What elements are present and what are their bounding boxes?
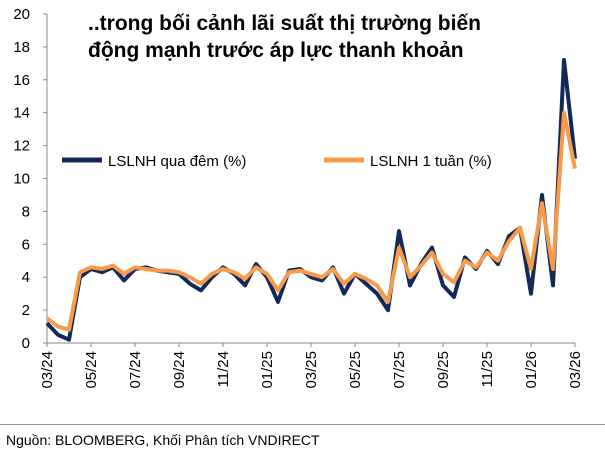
y-tick-label: 2 bbox=[22, 302, 30, 319]
y-tick-label: 18 bbox=[13, 39, 30, 56]
legend-label: LSLNH qua đêm (%) bbox=[108, 153, 246, 170]
x-tick-label: 09/24 bbox=[171, 351, 188, 389]
y-tick-label: 16 bbox=[13, 72, 30, 89]
series-line bbox=[45, 58, 577, 342]
x-tick-label: 09/25 bbox=[435, 351, 452, 389]
y-tick-label: 0 bbox=[22, 335, 30, 352]
x-tick-label: 05/25 bbox=[347, 351, 364, 389]
y-tick-label: 14 bbox=[13, 105, 30, 122]
x-tick-label: 03/25 bbox=[303, 351, 320, 389]
x-tick-label: 11/25 bbox=[479, 351, 496, 387]
x-tick-label: 01/25 bbox=[259, 351, 276, 389]
y-tick-label: 4 bbox=[22, 269, 30, 286]
x-tick-label: 03/26 bbox=[567, 351, 584, 389]
x-tick-label: 11/24 bbox=[215, 351, 232, 387]
y-tick-label: 6 bbox=[22, 236, 30, 253]
x-tick-label: 07/24 bbox=[127, 351, 144, 389]
series-line bbox=[45, 110, 577, 332]
source-note: Nguồn: BLOOMBERG, Khối Phân tích VNDIREC… bbox=[6, 432, 320, 448]
y-tick-label: 20 bbox=[13, 6, 30, 23]
legend-label: LSLNH 1 tuần (%) bbox=[370, 153, 492, 170]
y-tick-label: 8 bbox=[22, 203, 30, 220]
x-tick-label: 01/26 bbox=[523, 351, 540, 389]
x-tick-label: 07/25 bbox=[391, 351, 408, 389]
divider bbox=[0, 424, 605, 425]
y-tick-label: 10 bbox=[13, 171, 30, 188]
y-tick-label: 12 bbox=[13, 138, 30, 155]
chart-title: ..trong bối cảnh lãi suất thị trường biế… bbox=[88, 12, 481, 62]
x-tick-label: 03/24 bbox=[39, 351, 56, 389]
x-tick-label: 05/24 bbox=[83, 351, 100, 389]
